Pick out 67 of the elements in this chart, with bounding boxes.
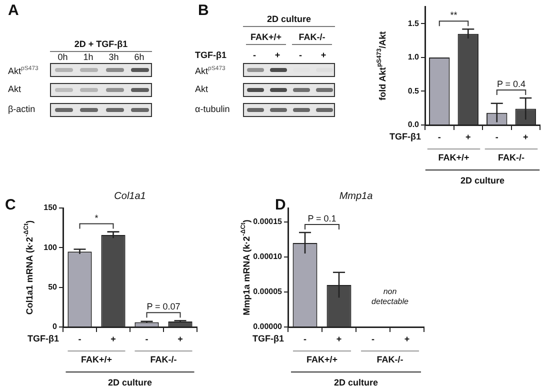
- text: 2D culture: [108, 377, 152, 388]
- text: 2D culture: [266, 14, 312, 25]
- category-label: 3h: [108, 52, 120, 63]
- x-tick-label: -: [495, 132, 498, 142]
- text: A: [8, 2, 19, 20]
- category-label: Akt: [195, 84, 208, 94]
- x-tick-label: +: [336, 334, 342, 344]
- text: 2D culture: [460, 175, 505, 186]
- text: FAK-/-: [150, 354, 177, 364]
- x-tick-label: -: [78, 334, 82, 344]
- annotation: non detectable: [372, 287, 410, 306]
- y-tick-label: 0: [52, 322, 58, 332]
- category-label: α-tubulin: [195, 104, 230, 114]
- x-tick-label: -: [304, 334, 306, 344]
- x-tick-label: -: [145, 334, 148, 344]
- category-label: 6h: [133, 52, 146, 63]
- category-label: -: [298, 50, 303, 61]
- category-label: Akt$^{pS473}$: [8, 66, 38, 76]
- annotation: P = 0.1: [308, 213, 336, 224]
- text: FAK+/+: [80, 354, 112, 364]
- text: FAK+/+: [249, 32, 282, 43]
- x-tick-label: -: [372, 334, 374, 344]
- y-tick-label: 0.5: [408, 86, 420, 96]
- y-tick-label: 100: [44, 242, 58, 252]
- annotation: **: [450, 10, 458, 20]
- text: 2D + TGF-β1: [73, 39, 129, 50]
- y-tick-label: 1.0: [408, 52, 420, 62]
- x-tick-label: +: [465, 132, 471, 142]
- x-tick-label: +: [522, 132, 528, 142]
- category-label: +: [274, 50, 282, 61]
- y-tick-label: 0.00010: [253, 252, 283, 262]
- x-tick-label: -: [438, 132, 441, 142]
- text: TGF-β1: [195, 50, 226, 61]
- y-tick-label: 1.5: [408, 18, 420, 28]
- text: FAK+/+: [306, 354, 338, 364]
- y-tick-label: 150: [44, 203, 58, 212]
- text: FAK-/-: [498, 152, 524, 162]
- annotation: *: [94, 212, 99, 223]
- chart-title: Col1a1: [114, 190, 146, 202]
- y-tick-label: 0.00000: [253, 322, 283, 332]
- annotation: P = 0.07: [146, 302, 180, 312]
- text: FAK+/+: [438, 152, 470, 162]
- category-label: +: [320, 50, 328, 61]
- category-label: Akt: [8, 84, 22, 94]
- text: TGF-β1: [390, 131, 421, 142]
- x-tick-label: +: [178, 334, 183, 344]
- category-label: Akt$^{pS473}$: [195, 66, 226, 76]
- x-tick-label: +: [404, 334, 410, 344]
- text: C: [5, 196, 16, 214]
- text: 2D culture: [334, 377, 378, 388]
- y-tick-label: 0.0: [408, 120, 420, 130]
- text: FAK-/-: [298, 32, 326, 43]
- category-label: 0h: [56, 52, 69, 63]
- x-tick-label: +: [110, 334, 116, 344]
- text: FAK-/-: [376, 354, 404, 364]
- text: TGF-β1: [28, 333, 59, 344]
- category-label: 1h: [82, 52, 94, 63]
- y-tick-label: 0.00015: [253, 217, 283, 226]
- chart-title: Mmp1a: [339, 190, 374, 202]
- annotation: P = 0.4: [496, 78, 526, 89]
- text: TGF-β1: [252, 333, 284, 344]
- text: B: [198, 2, 209, 20]
- category-label: -: [252, 50, 257, 61]
- y-tick-label: 50: [48, 282, 58, 292]
- y-tick-label: 0.00005: [253, 287, 283, 296]
- text: D: [275, 196, 286, 214]
- category-label: β-actin: [8, 104, 36, 114]
